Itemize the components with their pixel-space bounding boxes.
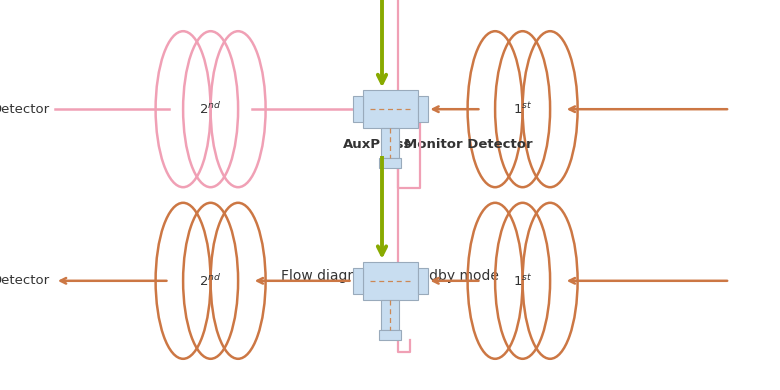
Text: Detector: Detector <box>0 274 50 287</box>
Bar <box>353 96 363 122</box>
Text: Monitor Detector: Monitor Detector <box>404 138 533 151</box>
Bar <box>379 330 401 340</box>
Bar <box>363 90 417 128</box>
Bar <box>381 300 399 330</box>
Text: 1$^{st}$: 1$^{st}$ <box>513 101 532 117</box>
Bar <box>417 268 427 294</box>
Text: 2$^{nd}$: 2$^{nd}$ <box>200 101 222 117</box>
Text: Detector: Detector <box>0 103 50 116</box>
Text: 2$^{nd}$: 2$^{nd}$ <box>200 273 222 289</box>
Text: Flow diagram of Standby mode: Flow diagram of Standby mode <box>281 269 499 283</box>
Bar <box>363 262 417 300</box>
Bar <box>379 158 401 168</box>
Bar <box>417 96 427 122</box>
Text: 1$^{st}$: 1$^{st}$ <box>513 273 532 289</box>
Text: AuxPress: AuxPress <box>343 138 413 151</box>
Bar <box>381 128 399 158</box>
Bar <box>353 268 363 294</box>
